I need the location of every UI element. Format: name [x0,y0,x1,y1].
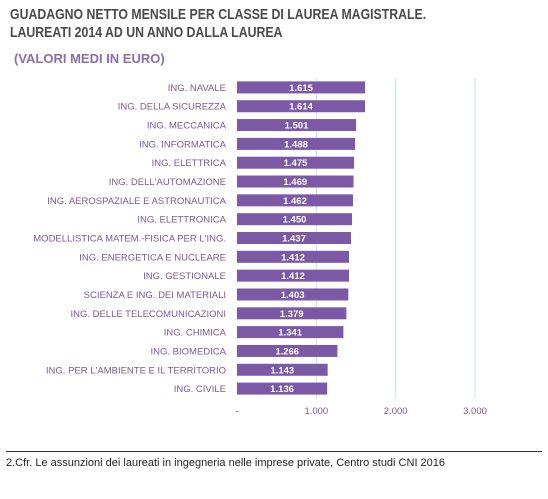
value-label-5: 1.469 [283,177,307,188]
bar-15 [237,363,328,376]
bar-4 [237,156,355,169]
value-label-0: 1.615 [289,83,313,94]
bar-chart: ING. NAVALE 1.615 ING. DELLA SICUREZZA 1.61… [33,78,487,417]
category-label-9: ING. ENERGETICA E NUCLEARE [79,252,226,263]
value-label-7: 1.450 [283,215,307,226]
value-label-16: 1.136 [270,384,294,395]
value-label-10: 1.412 [281,271,305,282]
category-label-10: ING. GESTIONALE [143,271,226,282]
category-label-13: ING. CHIMICA [164,328,227,339]
bar-0 [237,81,366,94]
chart-title: GUADAGNO NETTO MENSILE PER CLASSE DI LAU… [10,6,445,42]
bar-14 [237,344,338,357]
value-label-1: 1.614 [289,102,313,113]
category-label-11: SCIENZA E ING. DEI MATERIALI [84,290,226,301]
bar-13 [237,326,344,339]
chart-title-line2: LAUREATI 2014 AD UN ANNO DALLA LAUREA [10,24,283,41]
category-label-15: ING. PER L'AMBIENTE E IL TERRITORIO [46,365,226,376]
bar-1 [237,100,366,113]
bar-9 [237,250,350,263]
x-tick-label-1: 1.000 [304,406,328,417]
category-label-6: ING. AEROSPAZIALE E ASTRONAUTICA [47,196,226,207]
category-label-5: ING. DELL'AUTOMAZIONE [109,177,226,188]
footnote: 2.Cfr. Le assunzioni dei laureati in ing… [6,457,446,469]
bar-7 [237,213,353,226]
footnote-divider [6,451,542,452]
bar-8 [237,232,352,244]
value-label-6: 1.462 [283,196,307,207]
chart-subtitle: (VALORI MEDI IN EURO) [14,51,165,66]
value-label-2: 1.501 [285,121,309,132]
value-label-14: 1.266 [275,346,299,357]
bar-5 [237,175,354,188]
category-label-4: ING. ELETTRICA [152,158,227,169]
bar-3 [237,137,356,150]
bar-2 [237,119,357,132]
category-label-8: MODELLISTICA MATEM.-FISICA PER L'ING. [33,234,226,245]
category-label-16: ING. CIVILE [174,384,226,395]
bar-11 [237,288,349,301]
x-tick-label-0: - [235,406,238,417]
value-label-3: 1.488 [284,139,308,150]
category-label-1: ING. DELLA SICUREZZA [118,102,227,113]
value-label-9: 1.412 [281,252,305,263]
category-label-3: ING. INFORMATICA [139,139,227,150]
category-label-2: ING. MECCANICA [147,121,227,132]
bar-16 [237,382,328,395]
category-label-12: ING. DELLE TELECOMUNICAZIONI [70,309,226,320]
value-label-13: 1.341 [278,328,302,339]
category-label-7: ING. ELETTRONICA [137,215,226,226]
value-label-15: 1.143 [270,365,294,376]
bar-10 [237,269,350,282]
value-label-11: 1.403 [281,290,305,301]
x-tick-label-3: 3.000 [463,406,487,417]
bar-6 [237,194,353,207]
category-label-14: ING. BIOMEDICA [151,346,227,357]
value-label-12: 1.379 [280,309,304,320]
value-label-4: 1.475 [284,158,308,169]
bar-12 [237,307,347,320]
value-label-8: 1.437 [282,234,306,245]
x-tick-label-2: 2.000 [384,406,408,417]
category-label-0: ING. NAVALE [168,83,226,94]
chart-title-line1: GUADAGNO NETTO MENSILE PER CLASSE DI LAU… [10,6,427,23]
